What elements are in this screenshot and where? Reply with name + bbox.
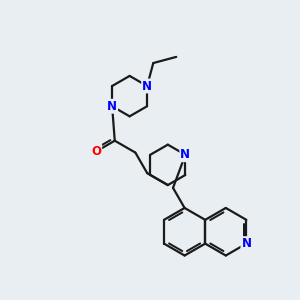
Text: O: O: [91, 145, 101, 158]
Text: N: N: [142, 80, 152, 92]
Text: N: N: [107, 100, 117, 113]
Text: N: N: [180, 148, 190, 161]
Text: N: N: [242, 237, 251, 250]
